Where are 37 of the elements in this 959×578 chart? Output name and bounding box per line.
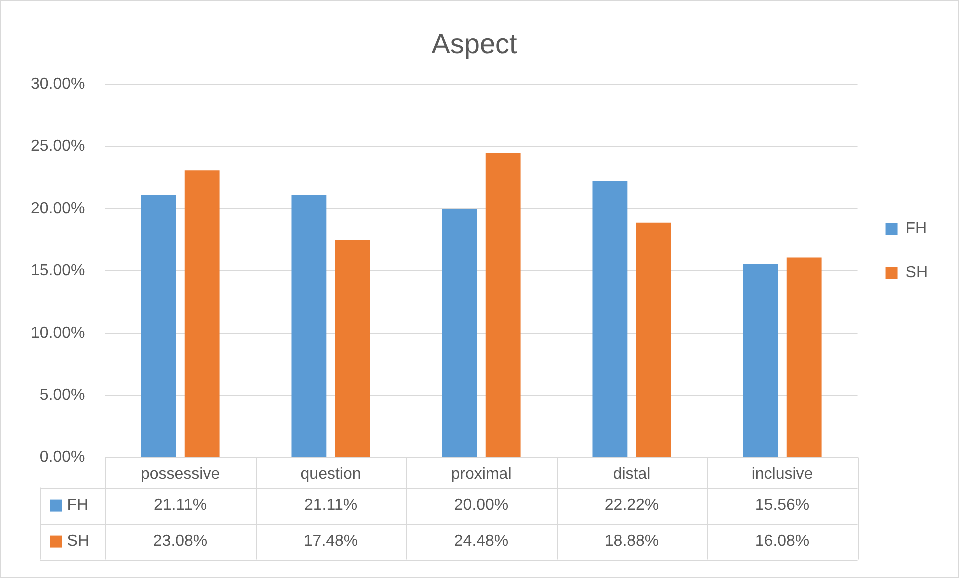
bar: [486, 153, 521, 458]
bar: [141, 195, 176, 458]
data-label: 24.48%: [454, 533, 509, 550]
bar: [335, 240, 370, 458]
data-label: 16.08%: [755, 533, 810, 550]
data-label: 17.48%: [304, 533, 358, 550]
legend-label: FH: [67, 497, 89, 514]
y-tick-label: 25.00%: [31, 138, 86, 156]
bar: [292, 195, 327, 458]
y-tick-label: 10.00%: [31, 324, 86, 342]
y-tick-label: 0.00%: [40, 449, 86, 466]
chart-title: Aspect: [432, 28, 518, 60]
x-tick-label: proximal: [451, 466, 512, 483]
x-tick-label: question: [300, 466, 362, 483]
bar: [442, 209, 478, 458]
data-label: 21.11%: [304, 497, 358, 514]
bar: [786, 258, 822, 458]
y-tick-label: 15.00%: [31, 262, 86, 280]
data-label: 23.08%: [153, 533, 208, 550]
data-label: 15.56%: [755, 497, 810, 514]
data-label: 21.11%: [154, 497, 208, 514]
bar: [592, 181, 628, 458]
x-tick-label: distal: [613, 466, 651, 483]
text: SH: [67, 533, 90, 550]
x-tick-label: inclusive: [752, 466, 814, 483]
y-tick-label: 30.00%: [31, 76, 86, 94]
bar: [636, 222, 672, 458]
x-tick-label: possessive: [140, 466, 220, 483]
data-label: 22.22%: [604, 497, 660, 514]
bar: [184, 170, 220, 458]
legend-label: SH: [906, 264, 928, 282]
bar: [743, 264, 778, 458]
y-tick-label: 20.00%: [31, 200, 86, 218]
text: FH: [906, 220, 928, 238]
data-label: 20.00%: [454, 497, 509, 514]
data-label: 18.88%: [604, 533, 660, 550]
y-tick-label: 5.00%: [40, 387, 86, 404]
